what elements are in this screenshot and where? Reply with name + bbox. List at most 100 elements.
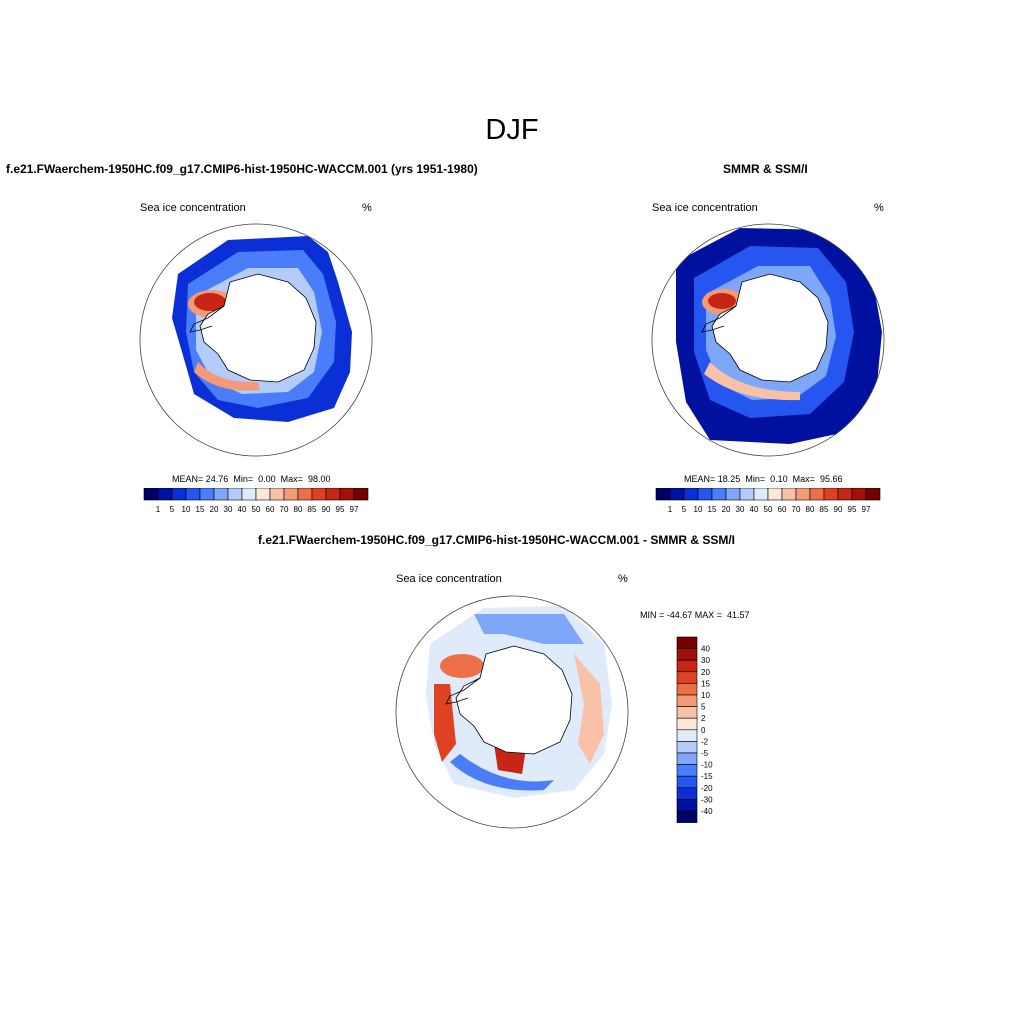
- diff-colorbar-swatch: [676, 799, 698, 812]
- model-colorbar-tick-label: 40: [238, 505, 247, 514]
- diff-colorbar-swatch: [676, 775, 698, 789]
- model-colorbar-tick-label: 70: [280, 505, 289, 514]
- diff-colorbar-tick-label: -2: [701, 737, 709, 746]
- diff-colorbar-swatch: [676, 659, 698, 673]
- model-colorbar-tick-label: 90: [322, 505, 331, 514]
- obs-colorbar-swatch: [823, 488, 839, 501]
- obs-stats: MEAN= 18.25 Min= 0.10 Max= 95.66: [684, 474, 843, 484]
- model-colorbar-tick-label: 5: [170, 505, 175, 514]
- obs-colorbar-swatch: [669, 488, 685, 501]
- obs-colorbar-tick-label: 40: [750, 505, 759, 514]
- model-stats: MEAN= 24.76 Min= 0.00 Max= 98.00: [172, 474, 331, 484]
- diff-colorbar-swatch: [676, 810, 698, 823]
- obs-ross-high: [704, 362, 800, 401]
- obs-colorbar: 1 5 10 15 20 30 40 50 60 70 80 85 90 95 97: [655, 488, 881, 514]
- obs-colorbar-swatch: [683, 488, 699, 501]
- diff-colorbar-tick-label: -40: [701, 807, 713, 816]
- diff-colorbar-tick-label: 5: [701, 703, 706, 712]
- page-title: DJF: [485, 114, 539, 146]
- diff-colorbar-swatch: [676, 636, 698, 649]
- obs-colorbar-tick-label: 90: [834, 505, 843, 514]
- model-colorbar-tick-label: 97: [350, 505, 359, 514]
- diff-units-label: %: [618, 573, 628, 585]
- diff-weddell-pos: [440, 654, 484, 678]
- diff-peninsula: [445, 677, 481, 705]
- diff-colorbar-swatch: [676, 764, 698, 777]
- model-colorbar-swatch: [269, 488, 285, 501]
- diff-colorbar-tick-label: -30: [701, 795, 713, 804]
- model-colorbar-tick-label: 20: [210, 505, 219, 514]
- obs-colorbar-swatch: [739, 488, 755, 501]
- diff-colorbar-swatch: [676, 671, 698, 684]
- diff-colorbar-swatch: [676, 717, 698, 731]
- obs-colorbar-swatch: [697, 488, 713, 501]
- diff-colorbar-tick-label: 20: [701, 668, 710, 677]
- model-colorbar-swatch: [199, 488, 215, 501]
- obs-panel-title: SMMR & SSM/I: [723, 162, 808, 176]
- obs-colorbar-swatch: [795, 488, 811, 501]
- obs-field-label: Sea ice concentration: [652, 202, 758, 214]
- model-field-label: Sea ice concentration: [140, 202, 246, 214]
- obs-colorbar-swatch: [851, 488, 867, 501]
- model-colorbar-tick-label: 30: [224, 505, 233, 514]
- model-colorbar-swatch: [185, 488, 201, 501]
- diff-colorbar-swatch: [676, 648, 698, 661]
- model-colorbar-swatch: [325, 488, 341, 501]
- obs-colorbar-tick-label: 85: [820, 505, 829, 514]
- model-colorbar-tick-label: 60: [266, 505, 275, 514]
- diff-colorbar-swatch: [676, 706, 698, 719]
- diff-colorbar-tick-label: 0: [701, 726, 706, 735]
- model-units-label: %: [362, 202, 372, 214]
- diff-panel-title: f.e21.FWaerchem-1950HC.f09_g17.CMIP6-his…: [258, 533, 736, 547]
- diff-minmax: MIN = -44.67 MAX = 41.57: [640, 610, 750, 620]
- model-weddell-core: [194, 293, 226, 311]
- model-colorbar-swatch: [157, 488, 173, 501]
- model-colorbar-tick-label: 50: [252, 505, 261, 514]
- diff-colorbar-tick-label: 40: [701, 645, 710, 654]
- obs-colorbar-swatch: [781, 488, 797, 501]
- model-colorbar-swatch: [311, 488, 327, 501]
- model-polar-map: [139, 223, 373, 457]
- diff-colorbar-swatch: [676, 729, 698, 742]
- obs-peninsula: [701, 305, 737, 333]
- model-colorbar-swatch: [171, 488, 187, 501]
- obs-colorbar-tick-label: 10: [694, 505, 703, 514]
- obs-colorbar-tick-label: 20: [722, 505, 731, 514]
- obs-colorbar-tick-label: 15: [708, 505, 717, 514]
- diff-colorbar-swatch: [676, 741, 698, 754]
- diff-colorbar-tick-label: -15: [701, 772, 713, 781]
- model-colorbar: 1 5 10 15 20 30 40 50 60 70 80 85 90 95 97: [143, 488, 369, 514]
- obs-colorbar-tick-label: 70: [792, 505, 801, 514]
- obs-colorbar-swatch: [767, 488, 783, 501]
- model-colorbar-swatch: [255, 488, 271, 501]
- diff-colorbar-tick-label: -20: [701, 784, 713, 793]
- obs-colorbar-swatch: [655, 488, 671, 501]
- model-ross-high: [194, 362, 260, 391]
- diff-colorbar-tick-label: -5: [701, 749, 709, 758]
- model-colorbar-tick-label: 80: [294, 505, 303, 514]
- model-colorbar-tick-label: 95: [336, 505, 345, 514]
- model-colorbar-swatch: [241, 488, 257, 501]
- obs-colorbar-swatch: [865, 488, 881, 501]
- diff-colorbar-swatch: [676, 683, 698, 696]
- diff-colorbar-tick-label: 15: [701, 679, 710, 688]
- obs-colorbar-tick-label: 5: [682, 505, 687, 514]
- model-colorbar-tick-label: 85: [308, 505, 317, 514]
- diff-south-neg: [450, 754, 554, 791]
- model-colorbar-swatch: [143, 488, 159, 501]
- model-colorbar-tick-label: 1: [156, 505, 161, 514]
- obs-units-label: %: [874, 202, 884, 214]
- model-colorbar-tick-label: 10: [182, 505, 191, 514]
- obs-colorbar-tick-label: 30: [736, 505, 745, 514]
- model-colorbar-swatch: [227, 488, 243, 501]
- obs-colorbar-tick-label: 1: [668, 505, 673, 514]
- model-colorbar-swatch: [297, 488, 313, 501]
- model-peninsula: [189, 305, 225, 333]
- diff-colorbar-swatch: [676, 694, 698, 707]
- model-panel-title: f.e21.FWaerchem-1950HC.f09_g17.CMIP6-his…: [6, 162, 478, 176]
- model-colorbar-swatch: [353, 488, 369, 501]
- obs-polar-map: [651, 223, 885, 457]
- obs-colorbar-tick-label: 80: [806, 505, 815, 514]
- model-colorbar-swatch: [213, 488, 229, 501]
